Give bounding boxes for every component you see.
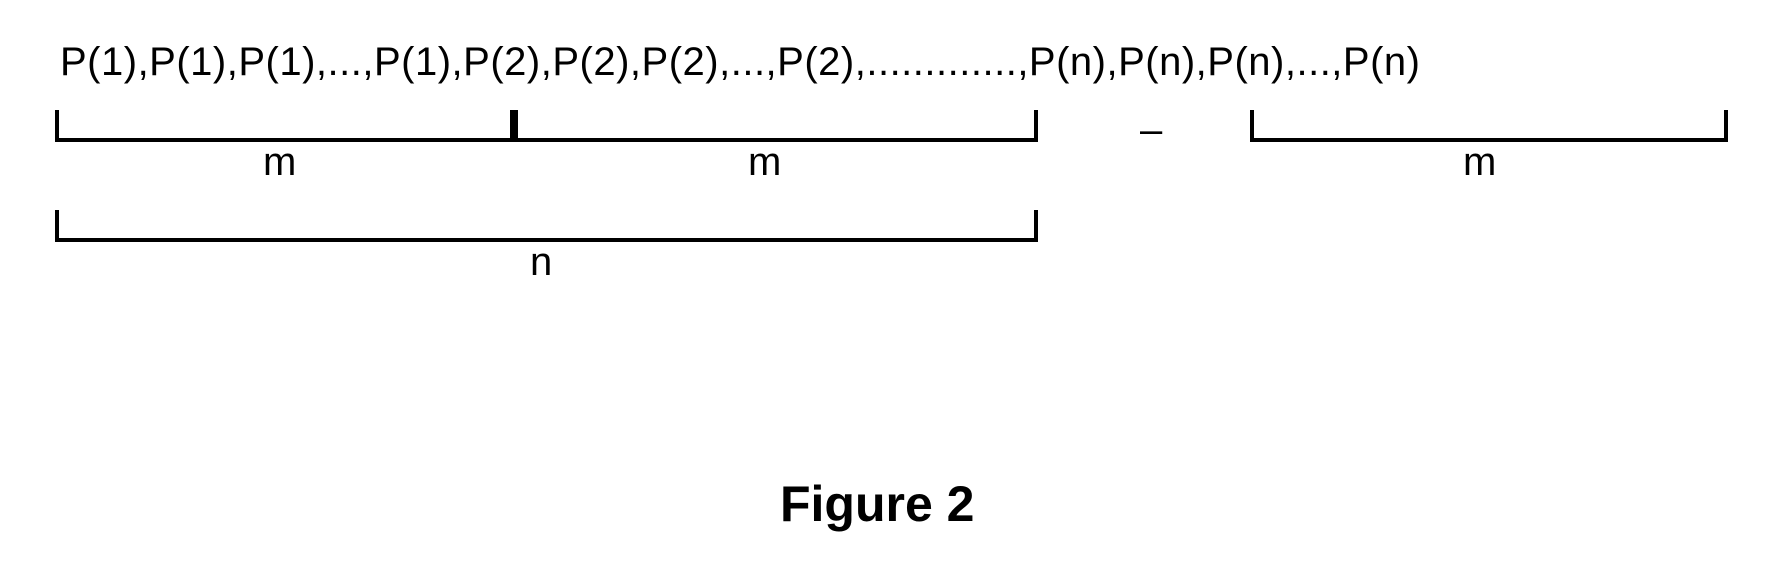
continuation-dash: – bbox=[1140, 108, 1162, 153]
figure-2-diagram: P(1),P(1),P(1),...,P(1),P(2),P(2),P(2),.… bbox=[0, 0, 1775, 569]
pixel-sequence-expression: P(1),P(1),P(1),...,P(1),P(2),P(2),P(2),.… bbox=[60, 40, 1421, 85]
m-bracket-3-left-tick bbox=[1250, 110, 1254, 142]
m-bracket-2 bbox=[510, 110, 1038, 142]
m-label-2: m bbox=[748, 140, 781, 185]
figure-caption: Figure 2 bbox=[780, 475, 974, 533]
m-label-1: m bbox=[263, 140, 296, 185]
m-bracket-3 bbox=[1250, 110, 1728, 142]
m-label-3: m bbox=[1463, 140, 1496, 185]
n-bracket bbox=[55, 210, 1038, 242]
m-bracket-1 bbox=[55, 110, 518, 142]
m-bracket-divider-1-2 bbox=[510, 110, 514, 142]
n-label: n bbox=[530, 240, 552, 285]
